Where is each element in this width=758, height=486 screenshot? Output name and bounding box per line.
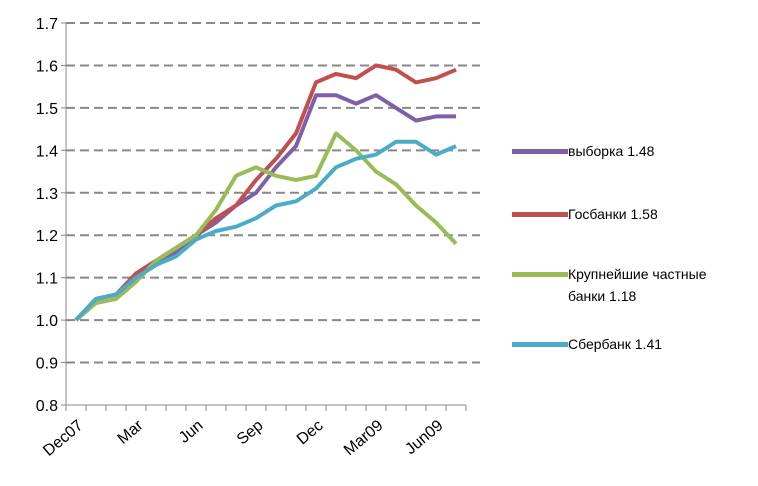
y-tick-label: 0.9 — [36, 356, 58, 373]
series-line — [74, 131, 458, 322]
y-tick-label: 1.4 — [36, 143, 58, 160]
legend-label: выборка 1.48 — [568, 143, 655, 159]
y-tick-label: 1.5 — [36, 101, 58, 118]
legend-item: Сбербанк 1.41 — [512, 333, 712, 355]
y-tick-label: 1.1 — [36, 271, 58, 288]
x-tick-label: Sep — [234, 417, 267, 448]
legend-swatch — [512, 212, 568, 217]
y-tick-label: 1.7 — [36, 16, 58, 33]
x-tick-label: Jun09 — [402, 417, 446, 458]
legend-swatch — [512, 272, 568, 277]
y-tick-label: 1.0 — [36, 313, 58, 330]
y-tick-label: 1.2 — [36, 228, 58, 245]
legend-label: Сбербанк 1.41 — [568, 336, 663, 352]
x-tick-label: Mar09 — [341, 417, 387, 459]
x-tick-label: Jun — [176, 417, 207, 447]
legend-swatch — [512, 342, 568, 347]
legend-item: выборка 1.48 — [512, 140, 712, 162]
x-tick-label: Dec07 — [40, 417, 86, 460]
x-tick-label: Dec — [294, 417, 327, 448]
y-tick-label: 0.8 — [36, 398, 58, 415]
legend-label: Госбанки 1.58 — [568, 206, 658, 222]
legend-swatch — [512, 149, 568, 154]
x-tick-label: Mar — [115, 417, 148, 448]
series-line — [74, 139, 457, 322]
legend-item: Госбанки 1.58 — [512, 203, 712, 225]
legend-label: Крупнейшие частные банки 1.18 — [568, 266, 707, 304]
y-tick-label: 1.6 — [36, 58, 58, 75]
legend-item: Крупнейшие частные банки 1.18 — [512, 263, 712, 307]
y-tick-label: 1.3 — [36, 186, 58, 203]
